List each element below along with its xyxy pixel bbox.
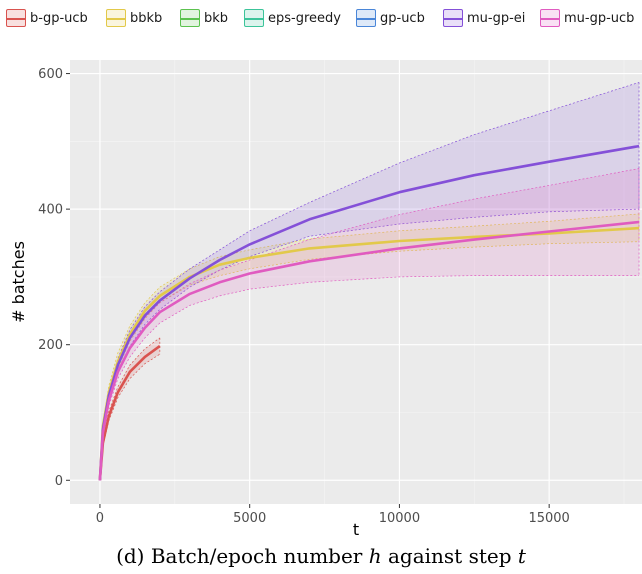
legend-key-line [7,18,25,20]
caption-var-t: t [517,544,526,568]
line-mu-gp-ucb [98,220,640,481]
caption-var-h: h [368,544,382,568]
line-mu-gp-ei [98,144,640,481]
legend-key-mu-gp-ei [443,9,463,27]
legend-label: eps-greedy [268,10,341,26]
ribbon-bbkb [99,213,639,481]
chart-legend: b-gp-ucb bbkb bkb eps-greedy gp-ucb mu-gp-ei m… [0,4,642,32]
legend-item-bbkb: bbkb [106,4,162,32]
legend-label: mu-gp-ei [467,10,526,26]
y-tick-label: 400 [38,203,63,218]
caption-middle: against step [381,544,518,568]
y-tick-label: 600 [38,67,63,82]
legend-item-mu-gp-ei: mu-gp-ei [443,4,525,32]
legend-label: bkb [204,10,229,26]
legend-key-line [444,18,462,20]
legend-key-eps-greedy [244,9,264,27]
legend-label: mu-gp-ucb [564,10,635,26]
legend-item-b-gp-ucb: b-gp-ucb [6,4,88,32]
legend-key-gp-ucb [356,9,376,27]
x-axis-title: t [353,520,359,539]
legend-item-eps-greedy: eps-greedy [244,4,341,32]
legend-key-b-gp-ucb [6,9,26,27]
legend-key-bbkb [106,9,126,27]
legend-key-line [107,18,125,20]
figure-caption: (d) Batch/epoch number h against step t [0,544,642,568]
legend-item-mu-gp-ucb: mu-gp-ucb [540,4,634,32]
legend-label: gp-ucb [380,10,425,26]
legend-key-line [245,18,263,20]
x-tick-label: 10000 [379,511,420,526]
plot-panel [70,60,642,504]
chart-canvas: 0 5000 10000 15000 0 200 400 600 t # batches [9,60,642,539]
y-tick-label: 200 [38,338,63,353]
lower-bound-b-gp-ucb [99,353,160,481]
ribbon-mu-gp-ucb [99,168,639,481]
legend-key-line [181,18,199,20]
caption-prefix: (d) Batch/epoch number [116,544,369,568]
legend-key-mu-gp-ucb [540,9,560,27]
legend-item-gp-ucb: gp-ucb [356,4,425,32]
legend-label: bbkb [130,10,163,26]
ribbon-mu-gp-ei [99,82,639,481]
y-tick-label: 0 [55,474,63,489]
x-tick-label: 0 [96,511,104,526]
lower-bound-mu-gp-ucb [99,275,639,481]
x-tick-label: 15000 [528,511,569,526]
legend-label: b-gp-ucb [30,10,88,26]
legend-key-bkb [180,9,200,27]
y-axis-title: # batches [9,241,28,323]
legend-key-line [541,18,559,20]
legend-item-bkb: bkb [180,4,228,32]
x-tick-label: 5000 [233,511,266,526]
legend-key-line [357,18,375,20]
